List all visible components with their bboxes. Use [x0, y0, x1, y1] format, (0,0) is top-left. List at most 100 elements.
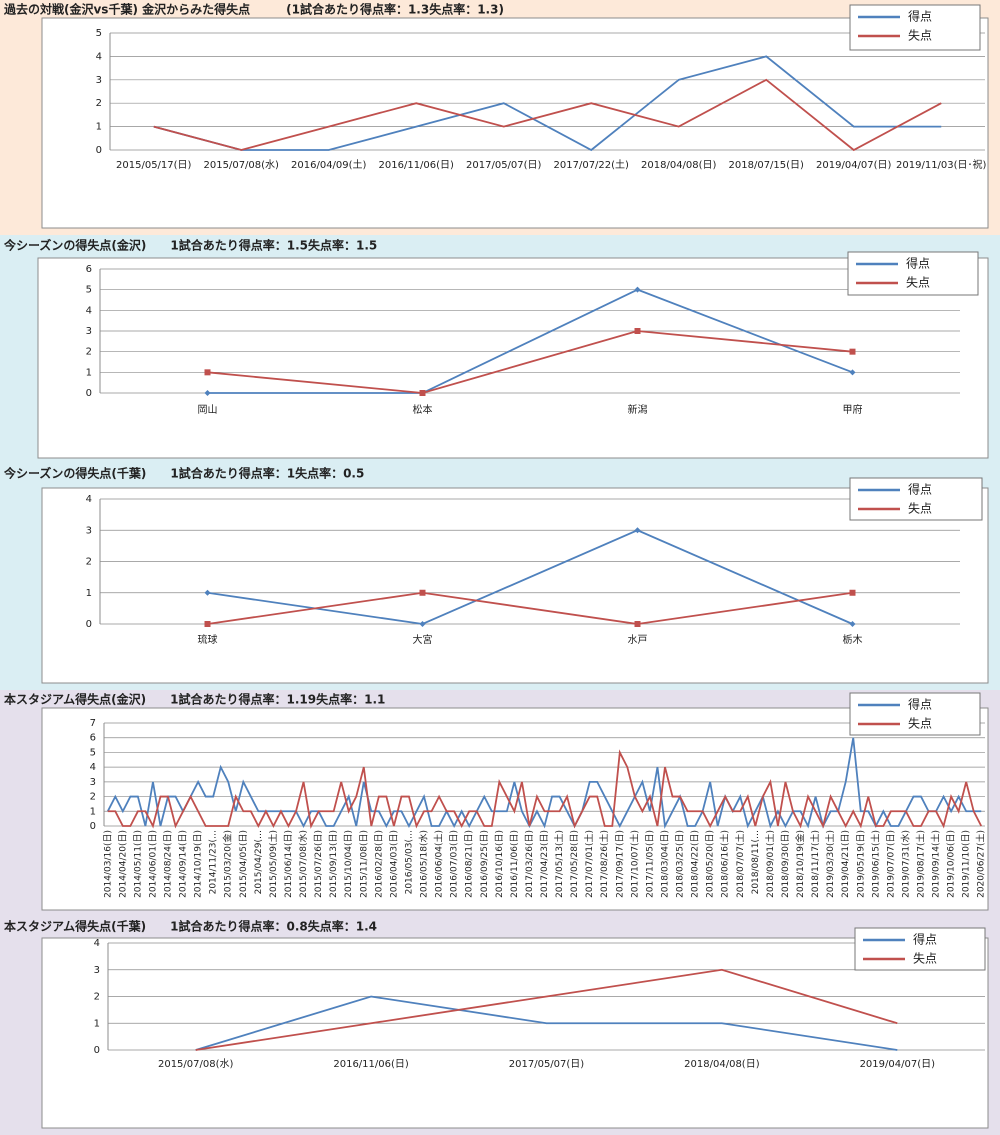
- x-tick-label: 2015/04/05(日): [238, 830, 249, 898]
- x-tick-label: 琉球: [198, 633, 218, 646]
- x-tick-label: 2014/06/01(日): [147, 830, 158, 898]
- marker: [849, 621, 856, 627]
- y-tick-label: 7: [90, 718, 96, 729]
- x-tick-label: 2018/04/22(日): [690, 830, 701, 898]
- x-tick-label: 2019/04/21(日): [840, 830, 851, 898]
- x-tick-label: 2019/04/07(日): [816, 160, 892, 171]
- x-tick-label: 2016/02/28(日): [373, 830, 384, 898]
- x-tick-label: 大宮: [413, 633, 433, 646]
- marker: [419, 390, 426, 396]
- marker: [634, 328, 641, 334]
- x-tick-label: 2019/08/17(土): [914, 830, 926, 898]
- x-tick-label: 2016/11/06(日): [509, 830, 520, 898]
- y-tick-label: 1: [86, 367, 92, 378]
- y-tick-label: 1: [96, 122, 102, 133]
- y-tick-label: 4: [94, 938, 100, 949]
- series-line: [106, 737, 982, 829]
- marker: [634, 286, 641, 293]
- marker: [204, 390, 211, 396]
- x-tick-label: 2014/04/20(日): [117, 830, 128, 898]
- marker: [849, 348, 856, 355]
- y-tick-label: 2: [86, 347, 92, 358]
- x-tick-label: 2017/10/07(土): [628, 830, 640, 898]
- x-tick-label: 2018/03/04(日): [659, 830, 670, 898]
- series-line: [207, 591, 853, 625]
- y-tick-label: 1: [94, 1018, 100, 1029]
- y-tick-label: 4: [86, 494, 92, 505]
- legend-box: [849, 477, 983, 521]
- series-line: [107, 749, 983, 829]
- x-tick-label: 2018/08/11(…: [751, 830, 761, 894]
- x-tick-label: 2018/05/20(日): [705, 830, 716, 898]
- legend-label: 失点: [908, 28, 932, 43]
- x-tick-label: 岡山: [198, 404, 218, 416]
- x-tick-label: 2015/03/20(金): [222, 830, 234, 898]
- x-tick-label: 2019/07/31(水): [899, 830, 911, 898]
- y-tick-label: 3: [94, 965, 100, 976]
- plot-box: [41, 487, 989, 684]
- x-tick-label: 2020/06/27(土): [975, 830, 987, 898]
- x-tick-label: 栃木: [843, 633, 863, 646]
- marker: [204, 621, 211, 627]
- y-tick-label: 3: [86, 326, 92, 337]
- plot-box: [37, 257, 989, 459]
- y-tick-label: 2: [90, 792, 96, 803]
- y-tick-label: 5: [90, 747, 96, 758]
- y-tick-label: 3: [90, 777, 96, 788]
- x-tick-label: 2014/10/19(日): [193, 830, 204, 898]
- series-line: [207, 330, 853, 394]
- y-tick-label: 3: [96, 75, 102, 86]
- y-tick-label: 2: [94, 992, 100, 1003]
- legend-label: 得点: [908, 697, 932, 712]
- x-tick-label: 2017/05/28(日): [569, 830, 580, 898]
- chart-title: 過去の対戦(金沢vs千葉) 金沢からみた得失点 (1試合あたり得点率：1.3失点…: [3, 2, 504, 17]
- x-tick-label: 2015/06/14(日): [283, 830, 294, 898]
- y-tick-label: 2: [96, 98, 102, 109]
- y-tick-label: 5: [86, 285, 92, 296]
- legend-label: 失点: [908, 716, 932, 731]
- y-tick-label: 6: [90, 733, 96, 744]
- marker: [204, 369, 211, 376]
- series-line: [195, 968, 898, 1051]
- y-tick-label: 3: [86, 525, 92, 536]
- legend-label: 失点: [906, 275, 930, 290]
- x-tick-label: 2014/09/14(日): [178, 830, 189, 898]
- x-tick-label: 2016/11/06(日): [379, 160, 455, 171]
- legend-box: [847, 251, 979, 296]
- x-tick-label: 2017/08/26(土): [598, 830, 610, 898]
- y-tick-label: 1: [90, 806, 96, 817]
- x-tick-label: 新潟: [628, 403, 648, 416]
- x-tick-label: 2018/07/15(日): [729, 160, 805, 171]
- x-tick-label: 2016/11/06(日): [333, 1059, 409, 1070]
- x-tick-label: 2019/11/03(日･祝): [896, 158, 987, 171]
- y-tick-label: 6: [86, 264, 92, 275]
- x-tick-label: 2018/04/08(日): [641, 160, 717, 171]
- y-tick-label: 4: [90, 762, 96, 773]
- series-line: [153, 55, 942, 152]
- x-tick-label: 2018/04/08(日): [684, 1059, 760, 1070]
- chart-title: 本スタジアム得失点(金沢) 1試合あたり得点率：1.19失点率：1.1: [4, 692, 385, 707]
- legend-box: [849, 4, 981, 51]
- x-tick-label: 2019/03/30(土): [824, 830, 836, 898]
- x-tick-label: 2019/05/19(日): [855, 830, 866, 898]
- x-tick-label: 2016/08/21(日): [464, 830, 475, 898]
- plot-box: [41, 17, 989, 229]
- x-tick-label: 2015/05/09(土): [267, 830, 279, 898]
- marker: [634, 527, 641, 534]
- x-tick-label: 2018/10/19(金): [794, 830, 806, 898]
- y-tick-label: 4: [86, 305, 92, 316]
- x-tick-label: 2015/07/26(日): [313, 830, 324, 898]
- x-tick-label: 2016/04/03(日): [388, 830, 399, 898]
- x-tick-label: 2016/05/03(…: [404, 830, 414, 894]
- chart-title: 今シーズンの得失点(千葉) 1試合あたり得点率：1失点率：0.5: [3, 466, 364, 481]
- y-tick-label: 0: [90, 821, 96, 832]
- x-tick-label: 2017/03/26(日): [524, 830, 535, 898]
- x-tick-label: 2016/10/16(日): [494, 830, 505, 898]
- legend-label: 得点: [908, 482, 932, 497]
- x-tick-label: 水戸: [628, 634, 648, 646]
- y-tick-label: 0: [96, 145, 102, 156]
- x-tick-label: 2017/09/17(日): [614, 830, 625, 898]
- x-tick-label: 2016/04/09(土): [291, 158, 367, 171]
- x-tick-label: 2015/10/04(日): [343, 830, 354, 898]
- x-tick-label: 2019/09/14(土): [930, 830, 942, 898]
